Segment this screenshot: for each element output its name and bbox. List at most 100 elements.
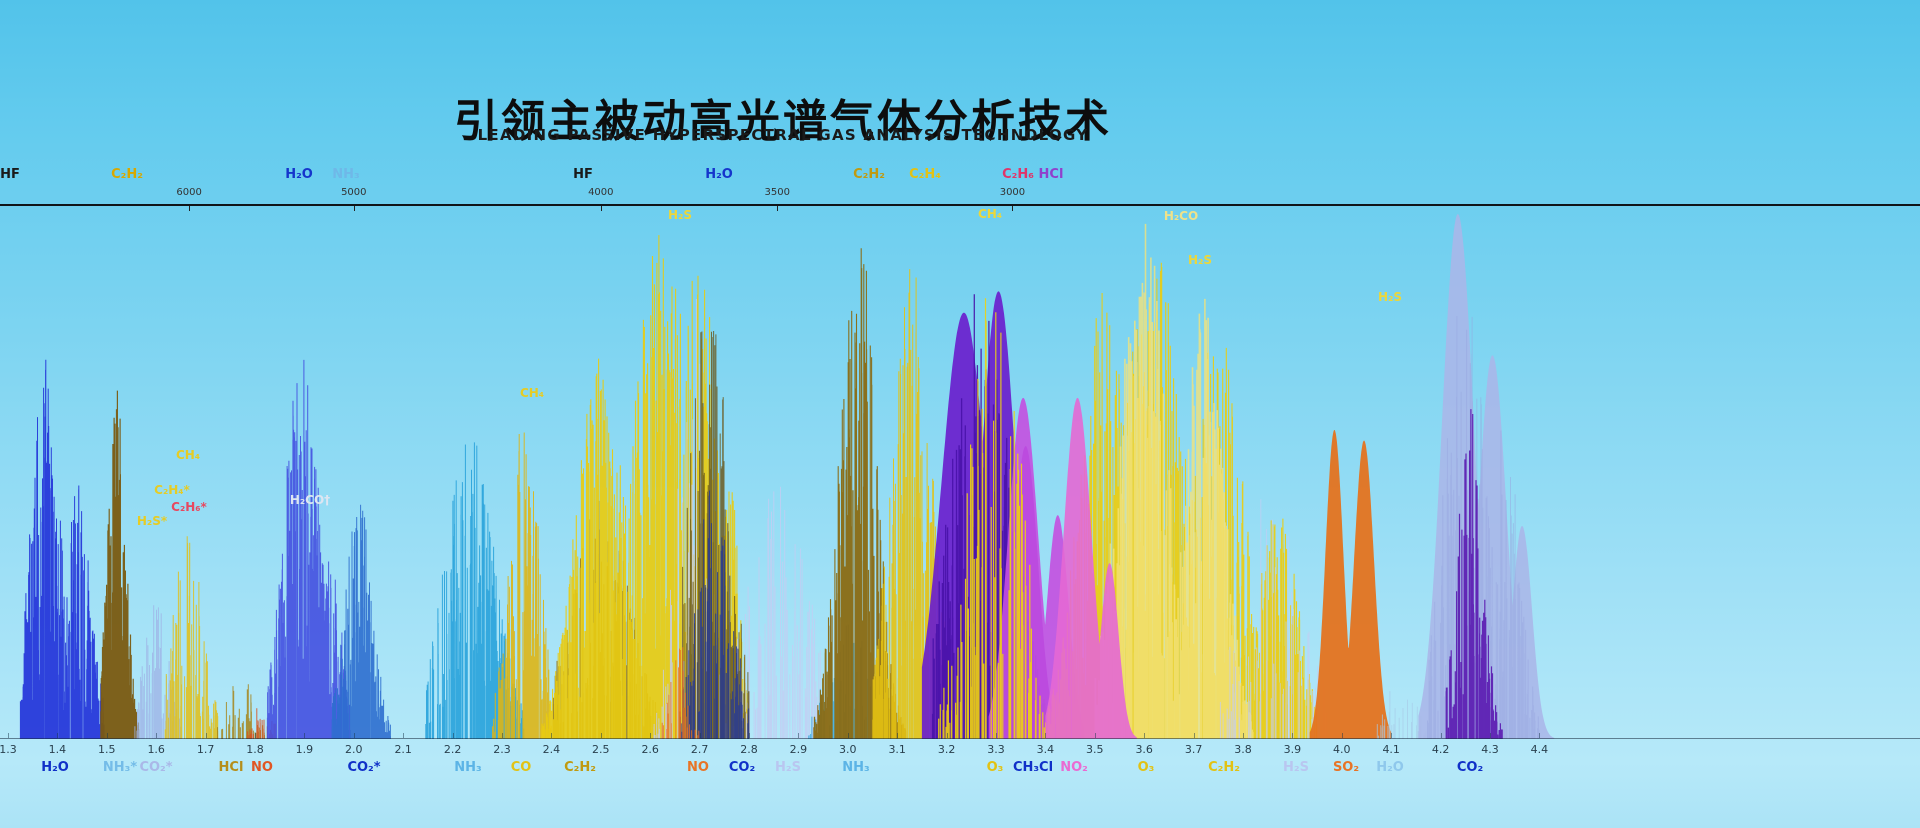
- wavenumber-tick-mark: [1012, 206, 1014, 211]
- band-CO2-2.0: [331, 504, 391, 739]
- wavelength-tick-mark: [551, 733, 553, 738]
- wavelength-tick-label: 2.5: [592, 743, 610, 756]
- band-SO2-4.0: [1309, 430, 1392, 739]
- wavelength-tick-mark: [255, 733, 256, 738]
- wavelength-tick-label: 4.0: [1333, 743, 1351, 756]
- top-gas-label-HF: HF: [573, 167, 593, 182]
- wavenumber-tick-label: 3000: [999, 187, 1026, 198]
- wavelength-tick-mark: [1193, 733, 1195, 738]
- inner-gas-label-CH: CH₄: [175, 448, 201, 462]
- wavelength-tick-mark: [897, 733, 899, 738]
- bottom-gas-label-CO: CO₂: [728, 760, 756, 775]
- wavelength-tick-mark: [996, 733, 997, 738]
- bottom-gas-label-NO: NO₂: [1060, 760, 1088, 775]
- wavelength-tick-label: 1.3: [0, 743, 17, 756]
- top-gas-label-CH: C₂H₆: [1002, 167, 1034, 182]
- wavelength-tick-label: 1.9: [295, 743, 314, 756]
- top-gas-label-CH: C₂H₄: [909, 167, 941, 182]
- bottom-gas-label-NH: NH₃: [454, 760, 482, 775]
- page-title: 引领主被动高光谱气体分析技术: [454, 96, 1112, 148]
- wavelength-tick-mark: [946, 733, 948, 738]
- top-axis-line: [0, 204, 1920, 206]
- bottom-gas-label-NO: NO: [687, 760, 709, 775]
- top-gas-label-CH: C₂H₂: [853, 167, 885, 182]
- top-gas-label-HCl: HCl: [1038, 167, 1064, 182]
- wavenumber-tick-label: 6000: [176, 187, 202, 198]
- bottom-gas-label-O: O₃: [1137, 760, 1155, 775]
- wavelength-tick-label: 2.0: [345, 743, 363, 756]
- wavelength-tick-mark: [156, 733, 158, 738]
- wavenumber-tick-label: 4000: [588, 187, 614, 198]
- wavelength-tick-label: 4.3: [1481, 743, 1499, 756]
- inner-gas-label-HS: H₂S: [668, 208, 692, 222]
- wavelength-tick-label: 4.1: [1382, 743, 1400, 756]
- wavelength-tick-mark: [749, 733, 750, 738]
- wavelength-tick-label: 1.8: [246, 743, 264, 756]
- inner-gas-label-HCO: H₂CO†: [289, 493, 331, 507]
- wavelength-tick-label: 1.4: [48, 743, 67, 756]
- wavelength-tick-label: 1.5: [98, 743, 116, 756]
- wavelength-tick-mark: [8, 733, 9, 738]
- wavelength-tick-mark: [1094, 733, 1096, 738]
- band-CO-2.34: [492, 432, 552, 739]
- wavelength-tick-label: 3.9: [1283, 743, 1302, 756]
- wavelength-tick-mark: [502, 733, 503, 738]
- wavelength-tick-label: 3.8: [1234, 743, 1252, 756]
- wavelength-tick-label: 2.2: [443, 743, 462, 756]
- bottom-gas-label-CH: C₂H₂: [564, 760, 596, 775]
- wavelength-tick-label: 1.7: [196, 743, 215, 756]
- wavelength-tick-mark: [1243, 733, 1244, 738]
- bottom-gas-label-HO: H₂O: [41, 760, 69, 775]
- band-CO2-4.26-purple: [1445, 409, 1503, 739]
- wavelength-tick-mark: [403, 733, 405, 738]
- wavelength-tick-label: 3.1: [888, 743, 906, 756]
- band-CH4-3.3-gold: [938, 298, 1045, 739]
- inner-gas-label-CH: C₂H₆*: [171, 500, 207, 514]
- band-H2O-1.38: [19, 359, 105, 739]
- band-NO2-3.47: [1045, 397, 1137, 739]
- bottom-gas-label-NH: NH₃: [842, 760, 870, 775]
- inner-gas-label-HS: H₂S: [1378, 290, 1402, 304]
- bottom-gas-label-NO: NO: [251, 760, 273, 775]
- page-subtitle: LEADING PASSIVE HYPERSPECTRAL GAS ANALYS…: [477, 126, 1089, 144]
- inner-gas-label-CH: CH₄: [519, 386, 545, 400]
- wavelength-tick-label: 2.1: [394, 743, 412, 756]
- wavenumber-tick-mark: [600, 206, 602, 211]
- wavelength-tick-mark: [353, 733, 355, 738]
- inner-gas-label-CH: C₂H₄*: [154, 483, 190, 497]
- bottom-gas-label-NH: NH₃*: [102, 760, 138, 775]
- inner-gas-label-CH: CH₄: [977, 207, 1003, 221]
- wavelength-tick-mark: [57, 733, 59, 738]
- wavelength-tick-label: 3.6: [1135, 743, 1153, 756]
- wavelength-tick-label: 2.9: [789, 743, 808, 756]
- wavelength-tick-label: 3.2: [937, 743, 956, 756]
- wavelength-tick-mark: [699, 733, 701, 738]
- spectrum-plot: [19, 214, 1555, 739]
- bottom-gas-label-HS: H₂S: [0, 760, 1, 775]
- wavelength-tick-mark: [1144, 733, 1146, 738]
- bottom-gas-label-CH: C₂H₂: [1208, 760, 1240, 775]
- wavelength-tick-label: 3.4: [1036, 743, 1055, 756]
- wavelength-tick-mark: [1440, 733, 1442, 738]
- inner-gas-label-HCO: H₂CO: [1163, 209, 1199, 223]
- band-CH4-1.66: [164, 536, 219, 739]
- bottom-gas-label-SO: SO₂: [1332, 760, 1360, 775]
- inner-gas-label-HS: H₂S: [1188, 253, 1212, 267]
- wavelength-tick-mark: [1490, 733, 1491, 738]
- wavelength-tick-mark: [847, 733, 849, 738]
- wavelength-tick-mark: [600, 733, 602, 738]
- wavelength-tick-label: 2.7: [690, 743, 709, 756]
- bottom-gas-label-CO: CO₂: [1456, 760, 1484, 775]
- wavelength-tick-mark: [1341, 733, 1343, 738]
- wavelength-tick-label: 3.7: [1184, 743, 1203, 756]
- wavelength-tick-mark: [1539, 733, 1541, 738]
- wavenumber-tick-label: 5000: [341, 187, 367, 198]
- wavenumber-tick-mark: [189, 206, 191, 211]
- wavelength-tick-mark: [304, 733, 306, 738]
- wavelength-tick-label: 2.6: [641, 743, 659, 756]
- wavelength-tick-mark: [650, 733, 652, 738]
- bottom-gas-label-HO: H₂O: [1376, 760, 1404, 775]
- wavelength-tick-label: 2.3: [493, 743, 511, 756]
- top-gas-label-NH: NH₃: [332, 167, 360, 182]
